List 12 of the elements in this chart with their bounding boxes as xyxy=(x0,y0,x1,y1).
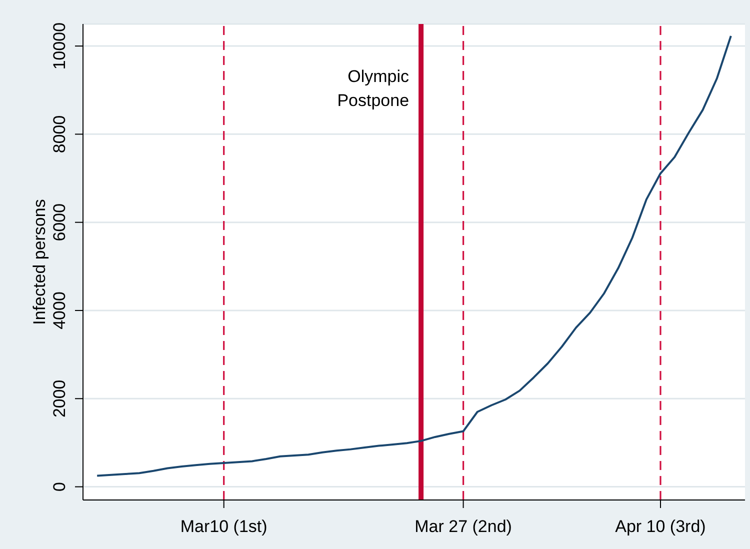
y-tick-label: 6000 xyxy=(50,203,69,242)
y-tick-label: 2000 xyxy=(50,380,69,418)
y-tick-label: 4000 xyxy=(50,292,69,330)
y-tick-label: 0 xyxy=(50,482,69,492)
y-tick-label: 10000 xyxy=(50,22,69,70)
y-axis-title: Infected persons xyxy=(30,199,50,325)
ref-line-label: Olympic Postpone xyxy=(337,67,410,110)
y-tick-label: 8000 xyxy=(50,115,69,154)
x-tick-label: Apr 10 (3rd) xyxy=(615,517,706,536)
x-tick-label: Mar10 (1st) xyxy=(180,517,268,536)
line-series xyxy=(96,34,732,477)
x-tick-label: Mar 27 (2nd) xyxy=(414,517,512,536)
